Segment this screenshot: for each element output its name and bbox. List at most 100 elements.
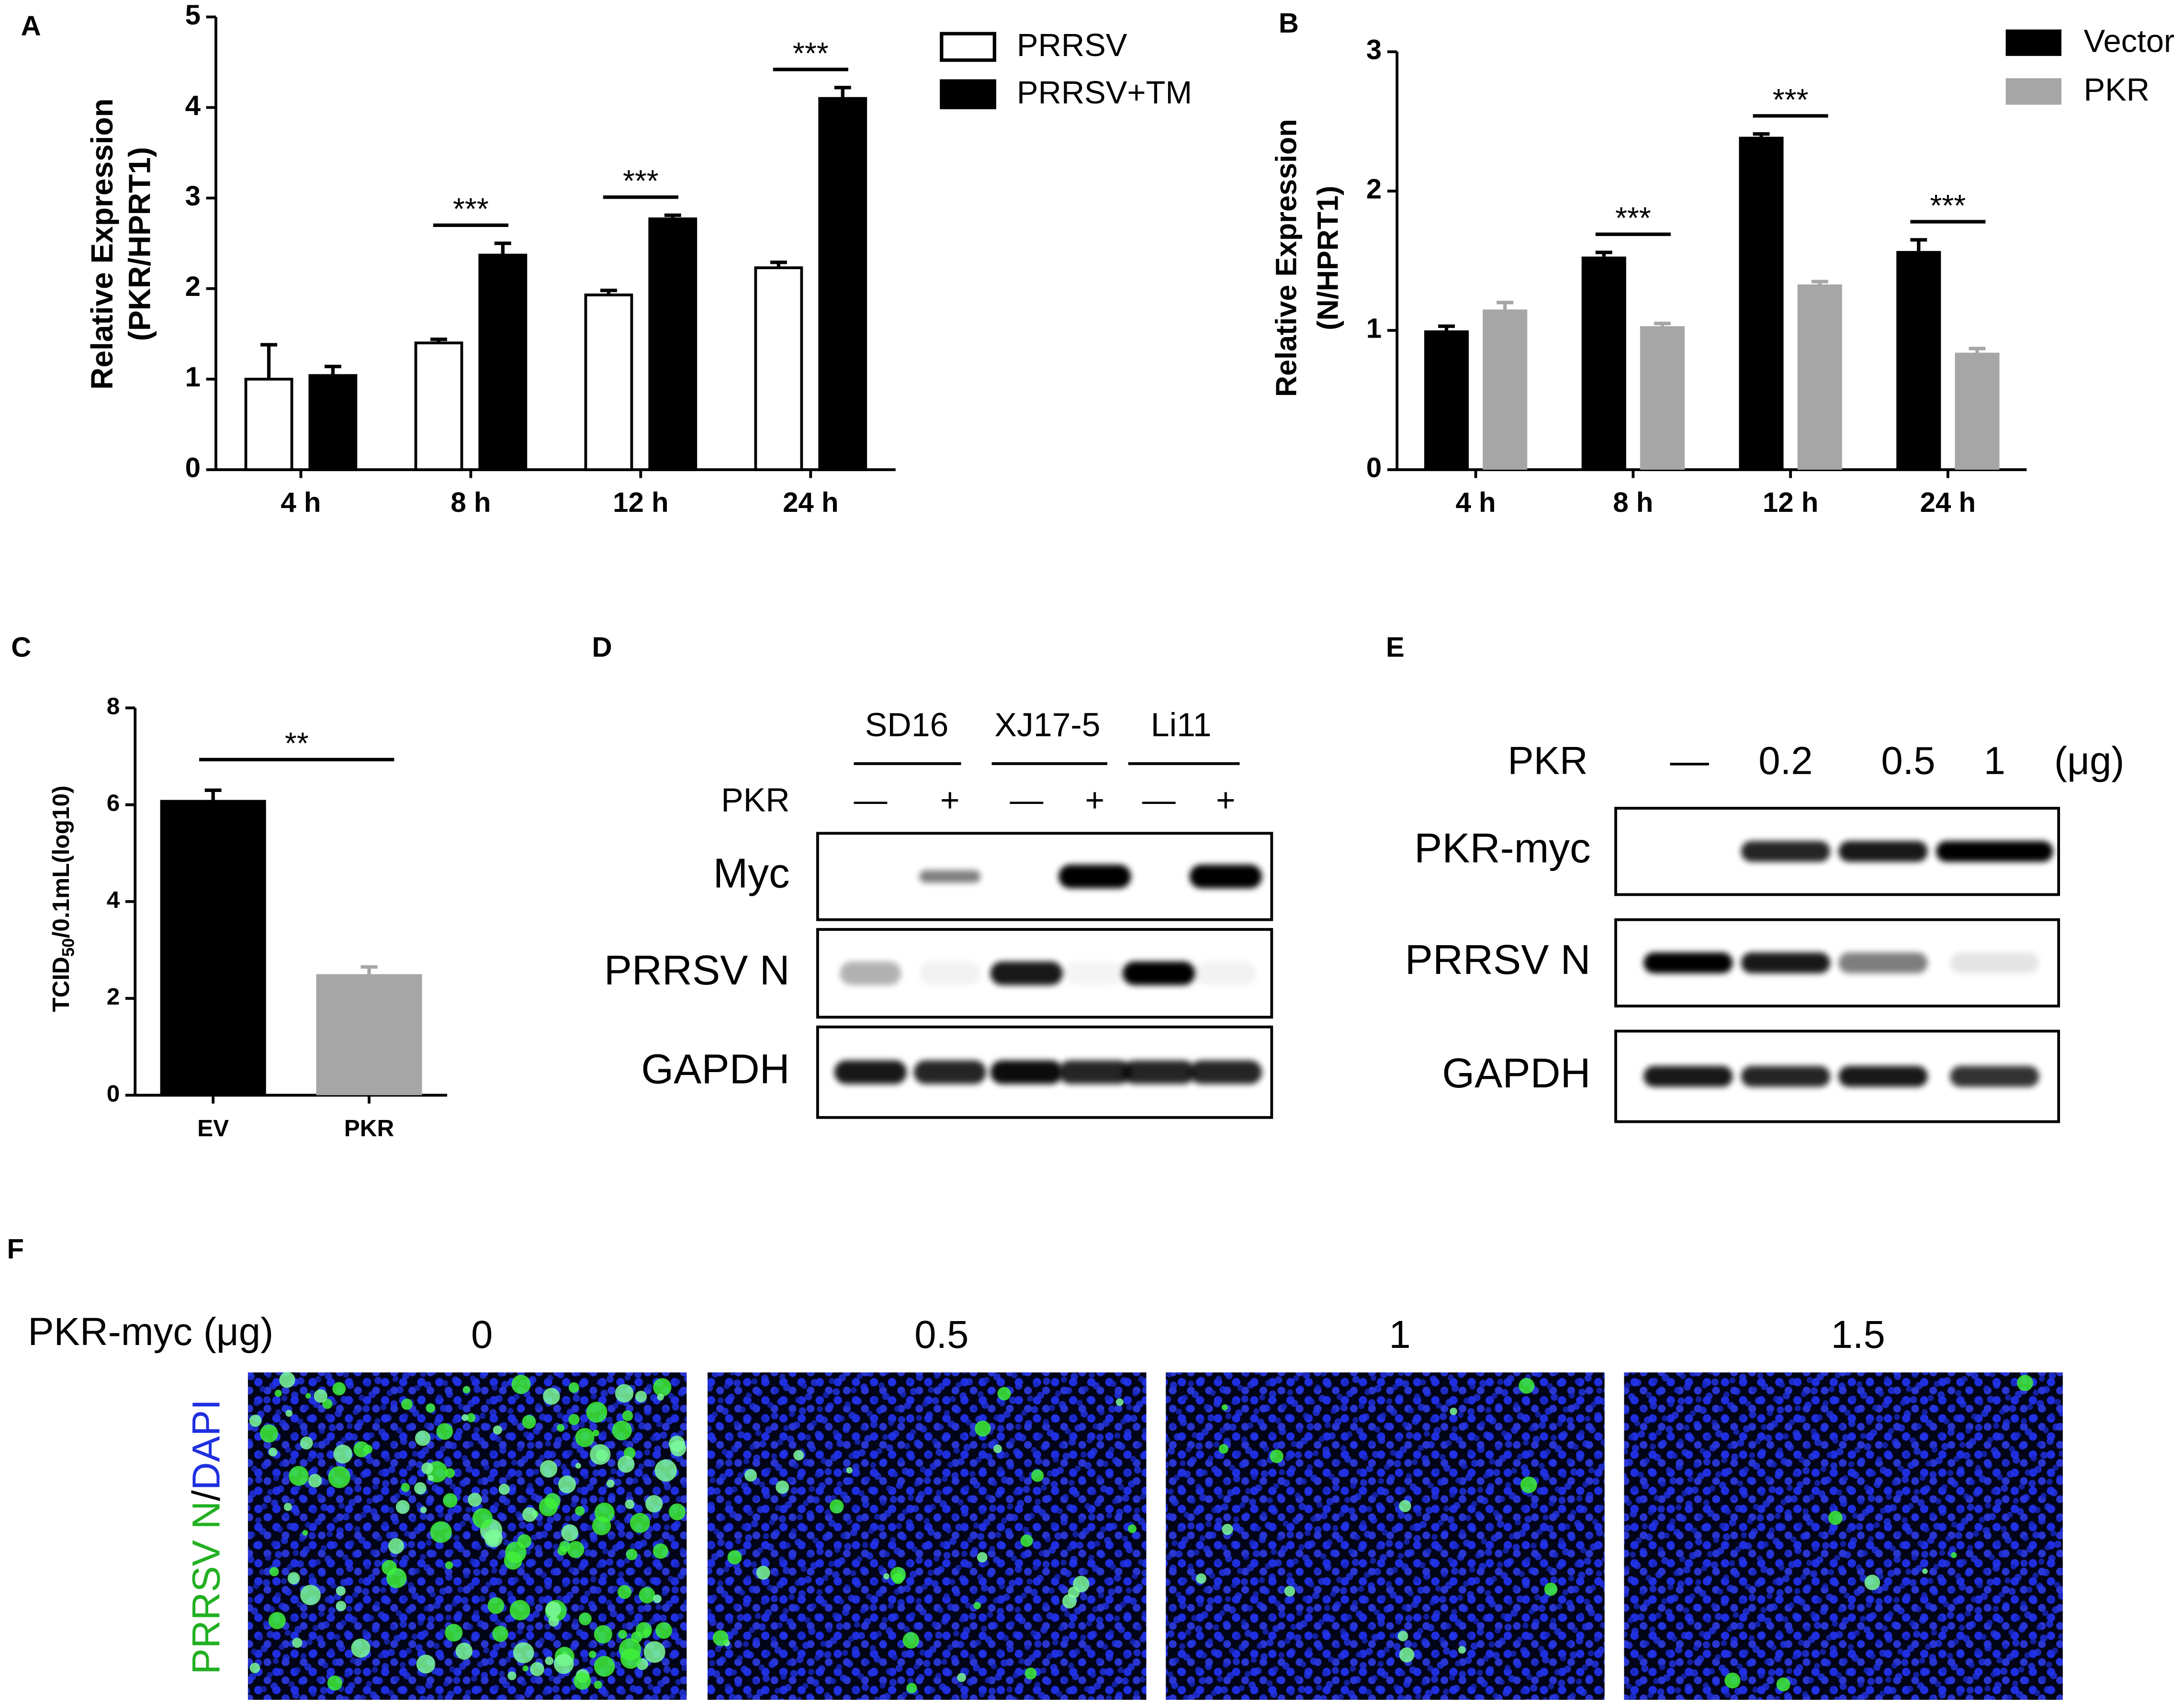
infected-cell [631, 1631, 642, 1643]
infected-cell [568, 1382, 579, 1393]
infected-cell [492, 1626, 508, 1642]
y-tick-label: 1 [1366, 313, 1382, 344]
stain-label-part: PRRSV N [184, 1501, 228, 1674]
infected-cell [292, 1638, 303, 1648]
y-tick-label: 8 [107, 693, 120, 720]
infected-cell [468, 1492, 482, 1507]
significance-label: *** [1773, 82, 1809, 117]
infected-cell [997, 1387, 1011, 1401]
infected-cell [545, 1656, 554, 1665]
error-bar [1595, 250, 1612, 257]
panel-letter: B [1279, 8, 1299, 39]
infected-cell [727, 1550, 742, 1565]
blot-row-label: PRRSV N [1405, 937, 1591, 983]
error-bar [834, 86, 851, 99]
x-tick-label: 24 h [1920, 487, 1976, 518]
y-tick-label: 3 [1366, 34, 1382, 65]
blot-band [1644, 952, 1733, 973]
infected-cell [1221, 1404, 1228, 1411]
infected-cell [883, 1573, 889, 1580]
infected-cell [544, 1493, 561, 1509]
infected-cell [557, 1424, 565, 1432]
error-bar [204, 788, 222, 800]
infected-cell [668, 1503, 686, 1521]
infected-cell [443, 1493, 458, 1508]
infected-cell [268, 1447, 278, 1457]
infected-cell [493, 1425, 502, 1435]
infected-cell [462, 1386, 471, 1393]
infected-cell [414, 1482, 427, 1494]
infected-cell [1519, 1378, 1535, 1394]
blot-band [919, 961, 981, 985]
error-bar [600, 288, 617, 295]
error-bar [324, 364, 341, 376]
blot-band [1838, 841, 1928, 862]
infected-cell [586, 1402, 608, 1423]
x-tick-label: PKR [344, 1115, 394, 1142]
significance-label: *** [1615, 201, 1651, 235]
lane-label: 1 [1984, 739, 2005, 782]
bar [316, 974, 422, 1096]
error-bar [1811, 280, 1828, 284]
micrograph-nuclei [707, 1372, 1147, 1700]
infected-cell [1544, 1583, 1558, 1596]
infected-cell [445, 1561, 453, 1570]
error-bar [1910, 238, 1927, 251]
infected-cell [1922, 1568, 1928, 1574]
infected-cell [626, 1549, 638, 1560]
infected-cell [428, 1475, 434, 1481]
bar [414, 341, 463, 471]
infected-cell [1270, 1449, 1283, 1463]
infected-cell [1951, 1552, 1957, 1559]
infected-cell [1284, 1585, 1295, 1597]
infected-cell [308, 1474, 322, 1488]
panel-letter: E [1386, 632, 1405, 663]
error-bar [430, 337, 447, 343]
infected-cell [588, 1650, 597, 1659]
infected-cell [590, 1444, 611, 1465]
infected-cell [592, 1429, 599, 1436]
infected-cell [522, 1507, 537, 1522]
infected-cell [1127, 1524, 1137, 1533]
infected-cell [1864, 1574, 1880, 1591]
lane-label: 0.5 [1881, 739, 1935, 782]
lane-group-label: Li11 [1151, 706, 1212, 744]
bar [1483, 309, 1528, 470]
lane-label: + [940, 781, 960, 819]
infected-cell [1724, 1673, 1741, 1689]
blot-row-label: Myc [713, 850, 790, 897]
infected-cell [622, 1410, 633, 1421]
error-bar [1438, 324, 1455, 331]
significance-label: *** [453, 192, 489, 226]
blot-band [834, 1060, 907, 1085]
treatment-label: PKR [1508, 739, 1587, 782]
y-tick-label: 6 [107, 790, 120, 816]
infected-cell [615, 1384, 634, 1403]
infected-cell [530, 1662, 544, 1676]
stain-label-part: DAPI [184, 1399, 228, 1490]
error-bar [260, 343, 277, 379]
blot-band [990, 961, 1063, 985]
y-axis-label: TCID50/0.1mL(log10) [48, 786, 78, 1012]
infected-cell [639, 1587, 655, 1604]
blot-band [1123, 1060, 1195, 1085]
infected-cell [619, 1638, 642, 1661]
legend-swatch [940, 32, 996, 62]
y-tick-label: 2 [1366, 173, 1382, 204]
x-tick-label: 12 h [613, 487, 668, 518]
error-bar [770, 260, 787, 268]
blot-band [1741, 952, 1831, 973]
infected-cell [617, 1456, 635, 1473]
bar [818, 97, 867, 471]
lane-label: 0.2 [1758, 739, 1812, 782]
infected-cell [351, 1639, 371, 1658]
y-axis-label-part: /0.1mL(log10) [48, 786, 74, 938]
infected-cell [1115, 1398, 1124, 1406]
bar [584, 294, 633, 471]
blot-band [919, 870, 981, 883]
infected-cell [558, 1475, 576, 1493]
legend-label: PKR [2084, 72, 2150, 108]
legend-swatch [2005, 29, 2061, 56]
blot-band [1058, 864, 1131, 889]
lane-label: — [854, 781, 887, 819]
